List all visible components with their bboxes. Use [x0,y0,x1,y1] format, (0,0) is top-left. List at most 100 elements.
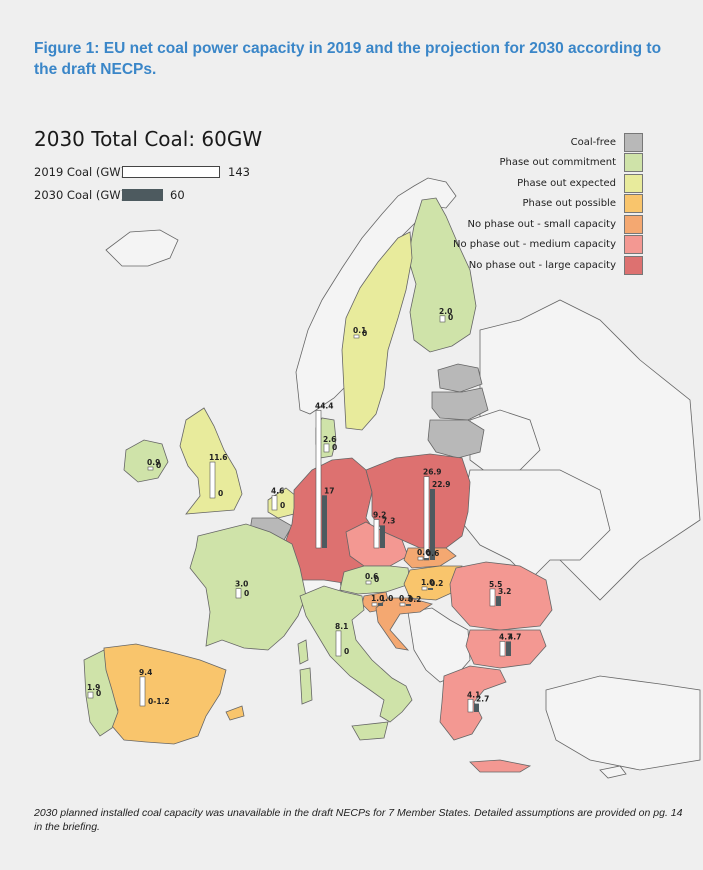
label-2019-ireland: 0.9 [147,458,160,467]
belarus [469,409,541,476]
lithuania [427,419,485,459]
label-2030-czechia: 7.3 [382,516,395,525]
label-2019-hungary: 1.0 [421,578,434,587]
bar-2019-netherlands [271,495,278,511]
total-coal-2030: 2030 Total Coal: 60GW [34,127,263,151]
label-2019-czechia: 9.2 [373,510,386,519]
label-2030-portugal: 0 [96,689,101,698]
label-2030-finland: 0 [448,313,453,322]
key-2019-label: 2019 Coal (GW) [34,165,126,179]
united-kingdom [179,407,243,515]
portugal [83,649,119,737]
key-2030-bar [122,189,163,201]
finland [407,197,477,353]
bar-2030-greece [474,703,479,712]
legend-label: Phase out possible [522,198,616,210]
sardinia [299,667,313,705]
bar-2030-poland [430,489,435,560]
legend-swatch [624,153,643,173]
label-2030-germany: 17 [324,486,334,495]
label-2030-hungary: 0.2 [430,579,443,588]
legend-label: Coal-free [570,136,616,148]
bar-2030-germany [322,495,327,548]
non-eu-countries [105,177,701,771]
label-2019-uk: 11.6 [209,453,228,462]
label-2019-croatia: 0.3 [399,594,412,603]
key-2030-label: 2030 Coal (GW) [34,188,126,202]
greece-crete [469,759,532,773]
bar-2019-greece [467,698,474,713]
legend-item: No phase out - medium capacity [453,235,643,256]
balearic-islands [225,705,245,721]
bar-2019-spain [139,676,146,707]
italy [299,585,413,723]
legend-swatch [624,214,643,234]
estonia [437,363,483,393]
bar-2030-slovenia [378,602,383,606]
label-2019-spain: 9.4 [139,668,152,677]
bar-2019-romania [489,588,496,607]
bar-2019-hungary [421,586,428,591]
coal-bars-layer: 44.41726.922.911.600.904.602.600.102.009… [87,307,521,713]
label-2030-romania: 3.2 [498,587,511,596]
france [189,523,307,651]
label-2019-denmark: 2.6 [323,435,336,444]
key-2019-value: 143 [228,165,250,179]
legend-item: Phase out expected [453,173,643,194]
label-2030-croatia: 0.2 [408,595,421,604]
label-2019-slovenia: 1.0 [371,594,384,603]
hungary [403,565,463,601]
bar-2030-czechia [380,525,385,548]
label-2030-bulgaria: 4.7 [508,632,521,641]
bar-2019-germany [315,410,322,549]
legend-label: No phase out - medium capacity [453,239,616,251]
legend-swatch [624,235,643,255]
label-2019-slovakia: 0.6 [417,548,430,557]
label-2019-poland: 26.9 [423,468,442,477]
bar-2019-italy [335,630,342,657]
legend-label: No phase out - large capacity [468,259,616,271]
label-2030-netherlands: 0 [280,501,285,510]
label-2019-netherlands: 4.6 [271,487,284,496]
label-2030-greece: 2.7 [476,695,489,704]
balkans [407,607,471,683]
bar-2019-sweden [353,334,360,339]
label-2030-france: 0 [244,589,249,598]
label-2030-austria: 0 [374,575,379,584]
bar-2030-bulgaria [506,641,511,656]
legend-swatch [624,255,643,275]
bar-2019-finland [439,315,446,323]
legend-item: Phase out possible [453,194,643,215]
category-legend: Coal-free Phase out commitment Phase out… [453,132,643,276]
bar-2019-uk [209,461,216,499]
bar-2019-denmark [323,443,330,453]
poland [365,453,471,549]
footnote: 2030 planned installed coal capacity was… [34,807,683,833]
label-2030-italy: 0 [344,647,349,656]
bar-2019-slovakia [417,556,424,561]
label-2019-finland: 2.0 [439,307,452,316]
label-2030-uk: 0 [218,489,223,498]
ireland [123,439,169,483]
legend-item: Coal-free [453,132,643,153]
label-2030-poland: 22.9 [432,480,451,489]
spain [103,643,227,745]
croatia [375,597,433,651]
bar-2019-france [235,588,242,599]
key-2030-value: 60 [170,188,185,202]
bar-2030-hungary [428,588,433,590]
svalbard-iceland [105,229,179,267]
bar-2030-croatia [406,604,411,606]
latvia [431,387,489,421]
bar-2019-slovenia [371,602,378,607]
legend-item: Phase out commitment [453,153,643,174]
turkey [545,675,701,771]
bar-2019-croatia [399,602,406,607]
bar-2019-bulgaria [499,641,506,657]
label-2019-austria: 0.6 [365,572,378,581]
label-2030-slovenia: 1.0 [380,594,393,603]
bar-2030-romania [496,596,501,606]
label-2019-greece: 4.1 [467,690,480,699]
label-2030-slovakia: 0.6 [426,549,439,558]
legend-item: No phase out - small capacity [453,214,643,235]
